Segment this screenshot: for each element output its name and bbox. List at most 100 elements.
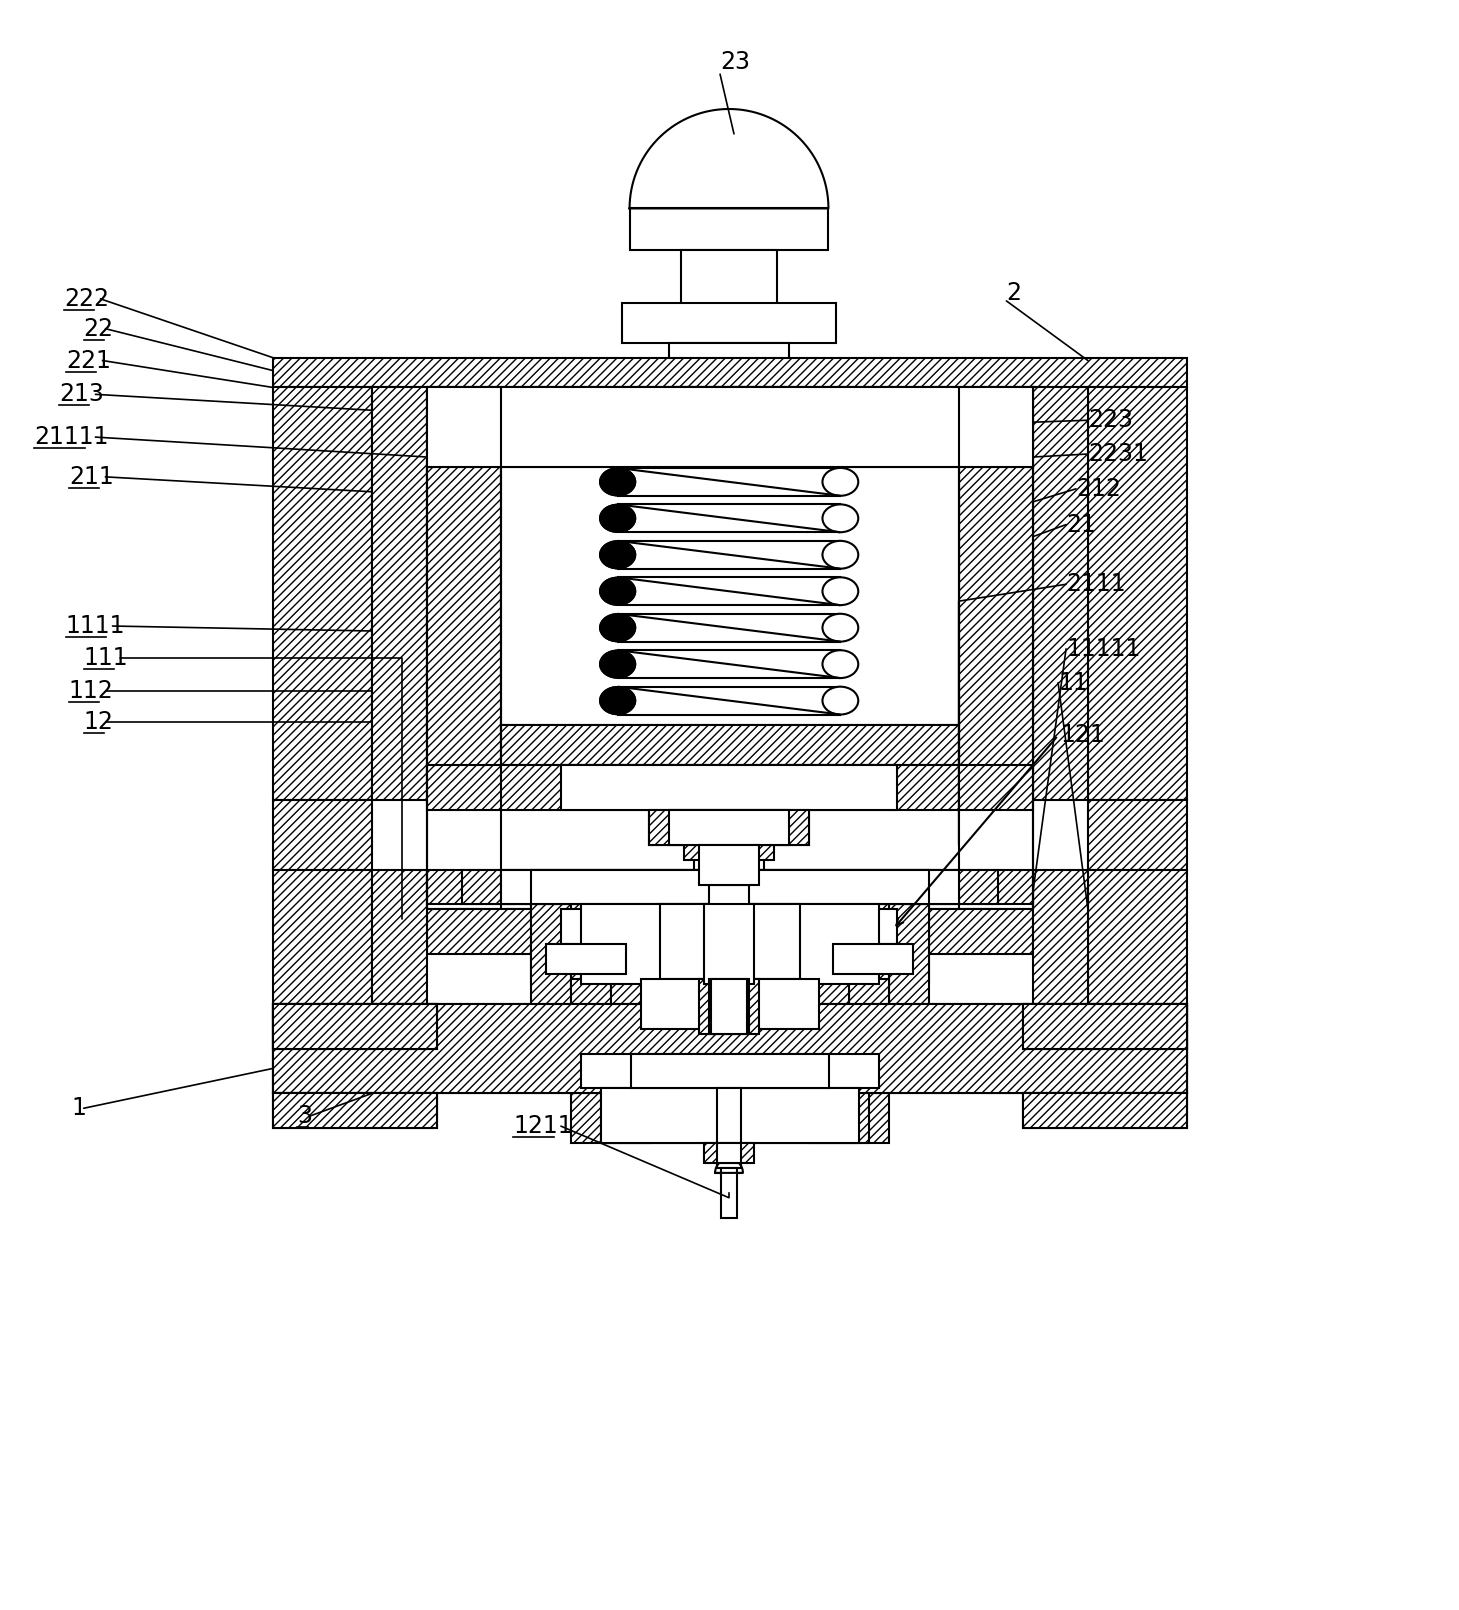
Text: 111: 111 [83, 646, 128, 670]
Ellipse shape [600, 541, 636, 568]
Bar [959, 467, 1033, 774]
Ellipse shape [600, 541, 636, 568]
Bar [810, 1088, 870, 1143]
Bar [617, 469, 840, 496]
Bar [661, 905, 800, 979]
Ellipse shape [600, 613, 636, 642]
Bar [611, 979, 849, 1029]
Bar [1033, 869, 1088, 1093]
Bar [617, 650, 840, 678]
Text: 223: 223 [1088, 409, 1134, 431]
Bar [680, 884, 709, 910]
Bar [705, 905, 754, 984]
Bar [694, 955, 765, 989]
Bar [705, 989, 754, 1014]
Bar [670, 810, 789, 845]
Bar [829, 1053, 880, 1088]
Bar [426, 388, 1033, 467]
Bar [273, 1005, 1188, 1093]
Text: 121: 121 [1061, 723, 1104, 747]
Ellipse shape [823, 469, 858, 496]
Bar [372, 869, 426, 1093]
Bar [694, 845, 765, 884]
Ellipse shape [600, 504, 636, 533]
Ellipse shape [600, 469, 636, 496]
Bar [273, 1093, 436, 1129]
Polygon shape [715, 1159, 743, 1174]
Bar [699, 979, 759, 1034]
Bar [709, 884, 748, 910]
Bar [531, 905, 570, 1088]
Bar [426, 910, 546, 955]
Bar [721, 1167, 737, 1217]
Bar [531, 1053, 929, 1088]
Bar [502, 726, 959, 765]
Text: 112: 112 [69, 679, 114, 702]
Text: 2231: 2231 [1088, 443, 1148, 465]
Bar [273, 1005, 436, 1048]
Bar [684, 845, 773, 860]
Bar [800, 905, 880, 979]
Text: 212: 212 [1075, 477, 1121, 501]
Bar [601, 1088, 651, 1143]
Ellipse shape [600, 578, 636, 605]
Bar [681, 250, 776, 308]
Bar [716, 1034, 741, 1069]
Ellipse shape [600, 613, 636, 642]
Ellipse shape [600, 650, 636, 678]
Bar [617, 613, 840, 642]
Text: 2111: 2111 [1067, 572, 1126, 596]
Bar [709, 979, 748, 1034]
Bar [716, 1143, 741, 1162]
Bar [674, 955, 783, 989]
Bar [694, 910, 765, 964]
Bar [716, 1088, 741, 1167]
Bar [531, 869, 929, 905]
Bar [560, 765, 897, 810]
Bar [570, 1088, 889, 1143]
Ellipse shape [600, 650, 636, 678]
Bar [560, 910, 897, 943]
Bar [719, 1093, 738, 1174]
Ellipse shape [823, 578, 858, 605]
Bar [426, 388, 1033, 467]
Bar [273, 1005, 1188, 1093]
Bar [617, 578, 840, 605]
Text: 23: 23 [721, 50, 750, 74]
Bar [1023, 1093, 1188, 1129]
Bar [426, 869, 1033, 905]
Bar [1088, 869, 1188, 1093]
Bar [502, 467, 959, 726]
Bar [1033, 388, 1088, 800]
Bar [461, 869, 998, 905]
Bar [1023, 1005, 1188, 1048]
Bar [570, 979, 611, 1088]
Text: 221: 221 [66, 348, 111, 372]
Bar [502, 869, 959, 905]
Bar [699, 134, 759, 214]
Ellipse shape [823, 687, 858, 715]
Bar [617, 541, 840, 568]
Ellipse shape [600, 578, 636, 605]
Bar [670, 343, 789, 362]
Text: 1111: 1111 [66, 613, 125, 638]
Bar [649, 810, 808, 845]
Bar [641, 979, 820, 1029]
Bar [426, 910, 1033, 943]
Bar [711, 979, 747, 1034]
Bar [894, 910, 1033, 955]
Bar [581, 1053, 880, 1088]
Bar [630, 208, 829, 250]
Text: 1: 1 [71, 1096, 86, 1121]
Bar [1023, 1093, 1188, 1129]
Bar [273, 869, 372, 1093]
Bar [1088, 388, 1188, 800]
Text: 12: 12 [83, 710, 114, 734]
Bar [833, 943, 913, 974]
Text: 222: 222 [64, 287, 109, 311]
Bar [581, 905, 661, 979]
Ellipse shape [600, 469, 636, 496]
Ellipse shape [823, 650, 858, 678]
Text: 21111: 21111 [34, 425, 108, 449]
Bar [694, 910, 765, 964]
